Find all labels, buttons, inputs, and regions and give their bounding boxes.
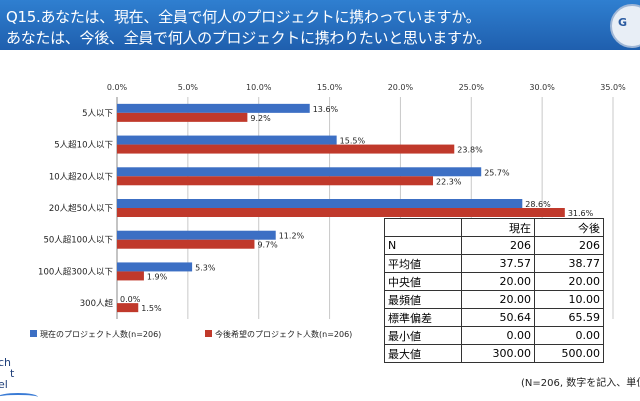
stats-col-current: 現在 [461, 218, 535, 237]
x-tick-label: 25.0% [459, 83, 485, 92]
stats-row-label: 平均値 [384, 254, 462, 273]
x-tick-label: 15.0% [317, 83, 343, 92]
data-label: 25.7% [484, 168, 510, 177]
stats-row-label: N [384, 236, 462, 255]
stats-row: 最頻値 20.00 10.00 [384, 290, 604, 309]
stats-row-label: 標準偏差 [384, 308, 462, 327]
data-label: 28.6% [525, 200, 551, 209]
question-line-2: あなたは、今後、全員で何人のプロジェクトに携わりたいと思いますか。 [6, 29, 491, 47]
data-label: 31.6% [568, 209, 594, 218]
stats-row: 最大値 300.00 500.00 [384, 344, 604, 363]
stats-cell: 20.00 [534, 272, 604, 291]
brand-logo: ch t el [0, 356, 38, 395]
category-label: 10人超20人以下 [49, 171, 114, 182]
stats-cell: 300.00 [461, 344, 535, 363]
stats-cell: 20.00 [461, 272, 535, 291]
category-label: 100人超300人以下 [38, 266, 113, 277]
badge-text: G [618, 16, 628, 29]
x-tick-label: 20.0% [388, 83, 414, 92]
stats-cell: 500.00 [534, 344, 604, 363]
bar-current [117, 167, 482, 177]
legend-label: 今後希望のプロジェクト人数(n=206) [215, 329, 352, 339]
bar-future [117, 239, 255, 249]
data-label: 9.7% [257, 241, 278, 250]
x-tick-label: 30.0% [529, 83, 555, 92]
stats-cell: 0.00 [461, 326, 535, 345]
bar-future [117, 144, 455, 154]
category-label: 5人以下 [82, 109, 113, 119]
data-label: 1.9% [147, 272, 168, 281]
legend-swatch [205, 330, 212, 337]
stats-row: 最小値 0.00 0.00 [384, 326, 604, 345]
data-label: 23.8% [457, 146, 483, 155]
data-label: 9.2% [250, 114, 271, 123]
stats-row: 標準偏差 50.64 65.59 [384, 308, 604, 327]
category-label: 300人超 [80, 298, 114, 309]
stats-row: N 206 206 [384, 236, 604, 255]
data-label: 15.5% [340, 137, 366, 146]
category-label: 20人超50人以下 [49, 203, 114, 214]
stats-cell: 206 [534, 236, 604, 255]
stats-row: 中央値 20.00 20.00 [384, 272, 604, 291]
bar-chart: 0.0% 5.0% 10.0% 15.0% 20.0% 25.0% 30.0% 35.0% 5人… [30, 83, 626, 339]
stats-cell: 38.77 [534, 254, 604, 273]
question-line-1: Q15.あなたは、現在、全員で何人のプロジェクトに携わっていますか。 [6, 8, 481, 26]
logo-badge-icon: G [610, 4, 640, 48]
x-tick-label: 5.0% [178, 83, 199, 92]
bar-future [117, 176, 434, 186]
bar-future [117, 208, 565, 217]
data-label: 22.3% [436, 177, 462, 186]
bar-future [117, 303, 139, 313]
bar-current [117, 135, 337, 145]
logo-swoosh-icon [0, 393, 38, 401]
stats-cell: 65.59 [534, 308, 604, 327]
data-label: 5.3% [195, 263, 216, 272]
data-label: 11.2% [279, 232, 305, 241]
stats-table: 現在 今後 N 206 206 平均値 37.57 38.77 中央値 20.00 20.0… [384, 218, 604, 363]
bar-future [117, 112, 248, 122]
bar-future [117, 271, 144, 281]
stats-row-label: 中央値 [384, 272, 462, 291]
x-tick-label: 0.0% [107, 83, 128, 92]
bar-current [117, 230, 276, 240]
category-label: 50人超100人以下 [43, 235, 113, 246]
data-label: 1.5% [141, 304, 162, 313]
bar-current [117, 103, 310, 113]
logo-line-1: ch [0, 356, 12, 369]
legend-label: 現在のプロジェクト人数(n=206) [40, 329, 161, 339]
data-label: 0.0% [120, 295, 141, 304]
stats-cell: 50.64 [461, 308, 535, 327]
stats-col-future: 今後 [534, 218, 604, 237]
stats-row-label: 最頻値 [384, 290, 462, 309]
stats-row-label: 最大値 [384, 344, 462, 363]
bar-current [117, 262, 193, 272]
stats-cell: 0.00 [534, 326, 604, 345]
x-tick-label: 10.0% [246, 83, 272, 92]
stats-corner [384, 218, 462, 237]
logo-line-2: t [10, 367, 15, 380]
sample-note: (N=206, 数字を記入、単位 [521, 378, 640, 389]
logo-line-3: el [0, 378, 8, 391]
bar-current [117, 199, 523, 208]
legend-swatch [30, 330, 37, 337]
question-header: Q15.あなたは、現在、全員で何人のプロジェクトに携わっていますか。 あなたは、… [0, 0, 640, 50]
stats-row: 平均値 37.57 38.77 [384, 254, 604, 273]
x-tick-label: 35.0% [600, 83, 626, 92]
stats-cell: 37.57 [461, 254, 535, 273]
stats-row-label: 最小値 [384, 326, 462, 345]
category-label: 5人超10人以下 [54, 140, 113, 151]
stats-cell: 206 [461, 236, 535, 255]
stats-cell: 20.00 [461, 290, 535, 309]
stats-header-row: 現在 今後 [384, 218, 604, 237]
data-label: 13.6% [313, 105, 339, 114]
stats-cell: 10.00 [534, 290, 604, 309]
